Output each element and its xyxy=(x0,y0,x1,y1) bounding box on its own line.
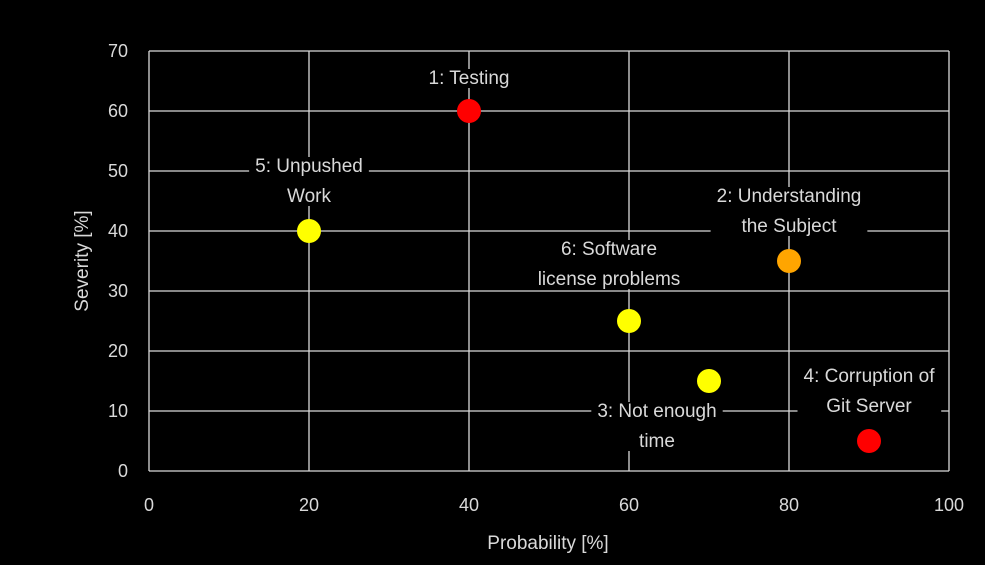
point-label: 2: Understanding the Subject xyxy=(710,186,868,237)
point-label-line: 6: Software xyxy=(561,239,657,260)
point-label-line: 4: Corruption of xyxy=(804,366,936,387)
data-point-2 xyxy=(777,249,801,273)
point-label-line: the Subject xyxy=(741,216,837,237)
point-label-line: 2: Understanding xyxy=(717,186,862,207)
x-tick-label: 60 xyxy=(619,495,639,515)
x-tick-label: 100 xyxy=(934,495,964,515)
point-label: 1: Testing xyxy=(422,68,516,89)
data-point-6 xyxy=(617,309,641,333)
point-label-line: 3: Not enough xyxy=(597,401,716,422)
point-label-background xyxy=(422,69,516,88)
y-axis-ticks: 0 10 20 30 40 50 60 70 xyxy=(108,41,128,481)
point-label-line: Git Server xyxy=(826,396,912,417)
data-point-4 xyxy=(857,429,881,453)
y-tick-label: 40 xyxy=(108,221,128,241)
x-tick-label: 40 xyxy=(459,495,479,515)
point-label: 6: Software license problems xyxy=(531,239,687,290)
point-label-line: Work xyxy=(287,186,331,207)
point-label: 3: Not enough time xyxy=(591,401,723,452)
y-tick-label: 0 xyxy=(118,461,128,481)
data-point-1 xyxy=(457,99,481,123)
point-label-background xyxy=(797,367,942,416)
x-tick-label: 0 xyxy=(144,495,154,515)
y-tick-label: 70 xyxy=(108,41,128,61)
data-point-5 xyxy=(297,219,321,243)
x-tick-label: 80 xyxy=(779,495,799,515)
point-label-background xyxy=(710,187,868,236)
point-label-background xyxy=(591,402,723,451)
y-tick-label: 30 xyxy=(108,281,128,301)
point-label: 4: Corruption of Git Server xyxy=(797,366,942,417)
point-labels: 1: Testing 2: Understanding the Subject 3: … xyxy=(249,68,942,452)
y-tick-label: 10 xyxy=(108,401,128,421)
y-axis-title: Severity [%] xyxy=(72,210,93,311)
data-point-3 xyxy=(697,369,721,393)
y-tick-label: 50 xyxy=(108,161,128,181)
y-tick-label: 20 xyxy=(108,341,128,361)
point-label-line: license problems xyxy=(538,269,681,290)
point-label: 5: Unpushed Work xyxy=(249,156,369,207)
point-label-line: 5: Unpushed xyxy=(255,156,363,177)
point-label-line: 1: Testing xyxy=(429,68,510,89)
x-axis-title: Probability [%] xyxy=(487,533,608,554)
point-label-background xyxy=(249,157,369,206)
x-tick-label: 20 xyxy=(299,495,319,515)
x-axis-ticks: 0 20 40 60 80 100 xyxy=(144,495,964,515)
point-label-background xyxy=(531,240,687,289)
data-points xyxy=(297,99,881,453)
y-tick-label: 60 xyxy=(108,101,128,121)
point-label-line: time xyxy=(639,431,675,452)
